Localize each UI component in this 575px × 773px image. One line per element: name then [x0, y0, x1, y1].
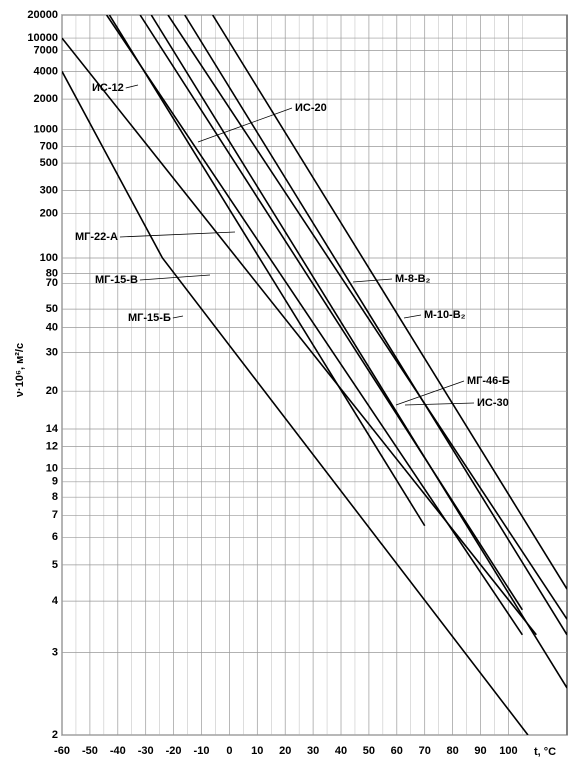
x-tick-label: 30	[307, 745, 319, 757]
y-tick-label: 10	[46, 462, 58, 474]
y-tick-label: 9	[52, 476, 58, 488]
x-tick-label: -10	[194, 745, 210, 757]
x-tick-label: 100	[499, 745, 517, 757]
series-line	[62, 37, 537, 636]
leader-line	[352, 278, 393, 283]
series-label: М-10-В₂	[424, 309, 466, 321]
y-tick-label: 80	[46, 268, 58, 280]
series-label: М-8-В₂	[395, 273, 431, 285]
y-tick-label: 7000	[34, 45, 58, 57]
y-tick-label: 8	[52, 491, 58, 503]
series-line	[167, 15, 567, 620]
x-tick-label: -60	[54, 745, 70, 757]
y-tick-label: 7	[52, 509, 58, 521]
y-tick-label: 300	[40, 184, 58, 196]
y-tick-label: 500	[40, 157, 58, 169]
series-label: ИС-30	[477, 397, 509, 409]
series-line	[105, 15, 524, 636]
y-tick-label: 4	[52, 595, 59, 607]
x-tick-label: 10	[251, 745, 263, 757]
leader-line	[403, 314, 422, 319]
x-tick-label: 50	[363, 745, 375, 757]
x-tick-label: -40	[110, 745, 126, 757]
leader-line	[197, 107, 293, 143]
series-label: ИС-12	[92, 82, 124, 94]
leader-line	[125, 84, 139, 89]
x-tick-label: 0	[226, 745, 232, 757]
y-tick-label: 3	[52, 646, 58, 658]
series-line	[108, 15, 426, 527]
y-tick-label: 12	[46, 441, 58, 453]
series-line	[150, 15, 567, 689]
series-label: МГ-15-Б	[128, 312, 171, 324]
leader-line	[139, 274, 211, 281]
y-axis-label: ν·10⁶, м²/с	[14, 343, 26, 397]
series-label: МГ-46-Б	[467, 375, 510, 387]
y-tick-label: 100	[40, 252, 58, 264]
y-tick-label: 30	[46, 346, 58, 358]
x-tick-label: 80	[446, 745, 458, 757]
y-tick-label: 2000	[34, 93, 58, 105]
y-tick-label: 20000	[27, 9, 58, 21]
y-tick-label: 40	[46, 321, 58, 333]
y-tick-label: 4000	[34, 65, 58, 77]
series-line	[211, 15, 567, 590]
x-axis-label: t, °C	[534, 746, 556, 758]
x-tick-label: 40	[335, 745, 347, 757]
series-line	[62, 71, 529, 735]
y-tick-label: 14	[46, 423, 59, 435]
y-tick-label: 200	[40, 208, 58, 220]
leader-line	[395, 380, 465, 406]
series-label: МГ-15-В	[95, 274, 138, 286]
series-line	[139, 15, 524, 611]
y-tick-label: 2	[52, 729, 58, 741]
x-tick-label: -20	[166, 745, 182, 757]
series-label: ИС-20	[295, 102, 327, 114]
series-line	[184, 15, 567, 636]
y-tick-label: 6	[52, 531, 58, 543]
x-tick-label: 70	[419, 745, 431, 757]
series-label: МГ-22-А	[75, 231, 118, 243]
x-tick-label: -30	[138, 745, 154, 757]
x-tick-label: 90	[474, 745, 486, 757]
leader-line	[172, 315, 184, 319]
y-tick-label: 10000	[27, 32, 58, 44]
leader-line	[404, 402, 475, 406]
x-tick-label: -50	[82, 745, 98, 757]
x-tick-label: 60	[391, 745, 403, 757]
y-tick-label: 5	[52, 559, 58, 571]
x-tick-label: 20	[279, 745, 291, 757]
y-tick-label: 70	[46, 277, 58, 289]
y-tick-label: 20	[46, 385, 58, 397]
y-tick-label: 700	[40, 140, 58, 152]
y-tick-label: 50	[46, 303, 58, 315]
y-tick-label: 1000	[34, 123, 58, 135]
